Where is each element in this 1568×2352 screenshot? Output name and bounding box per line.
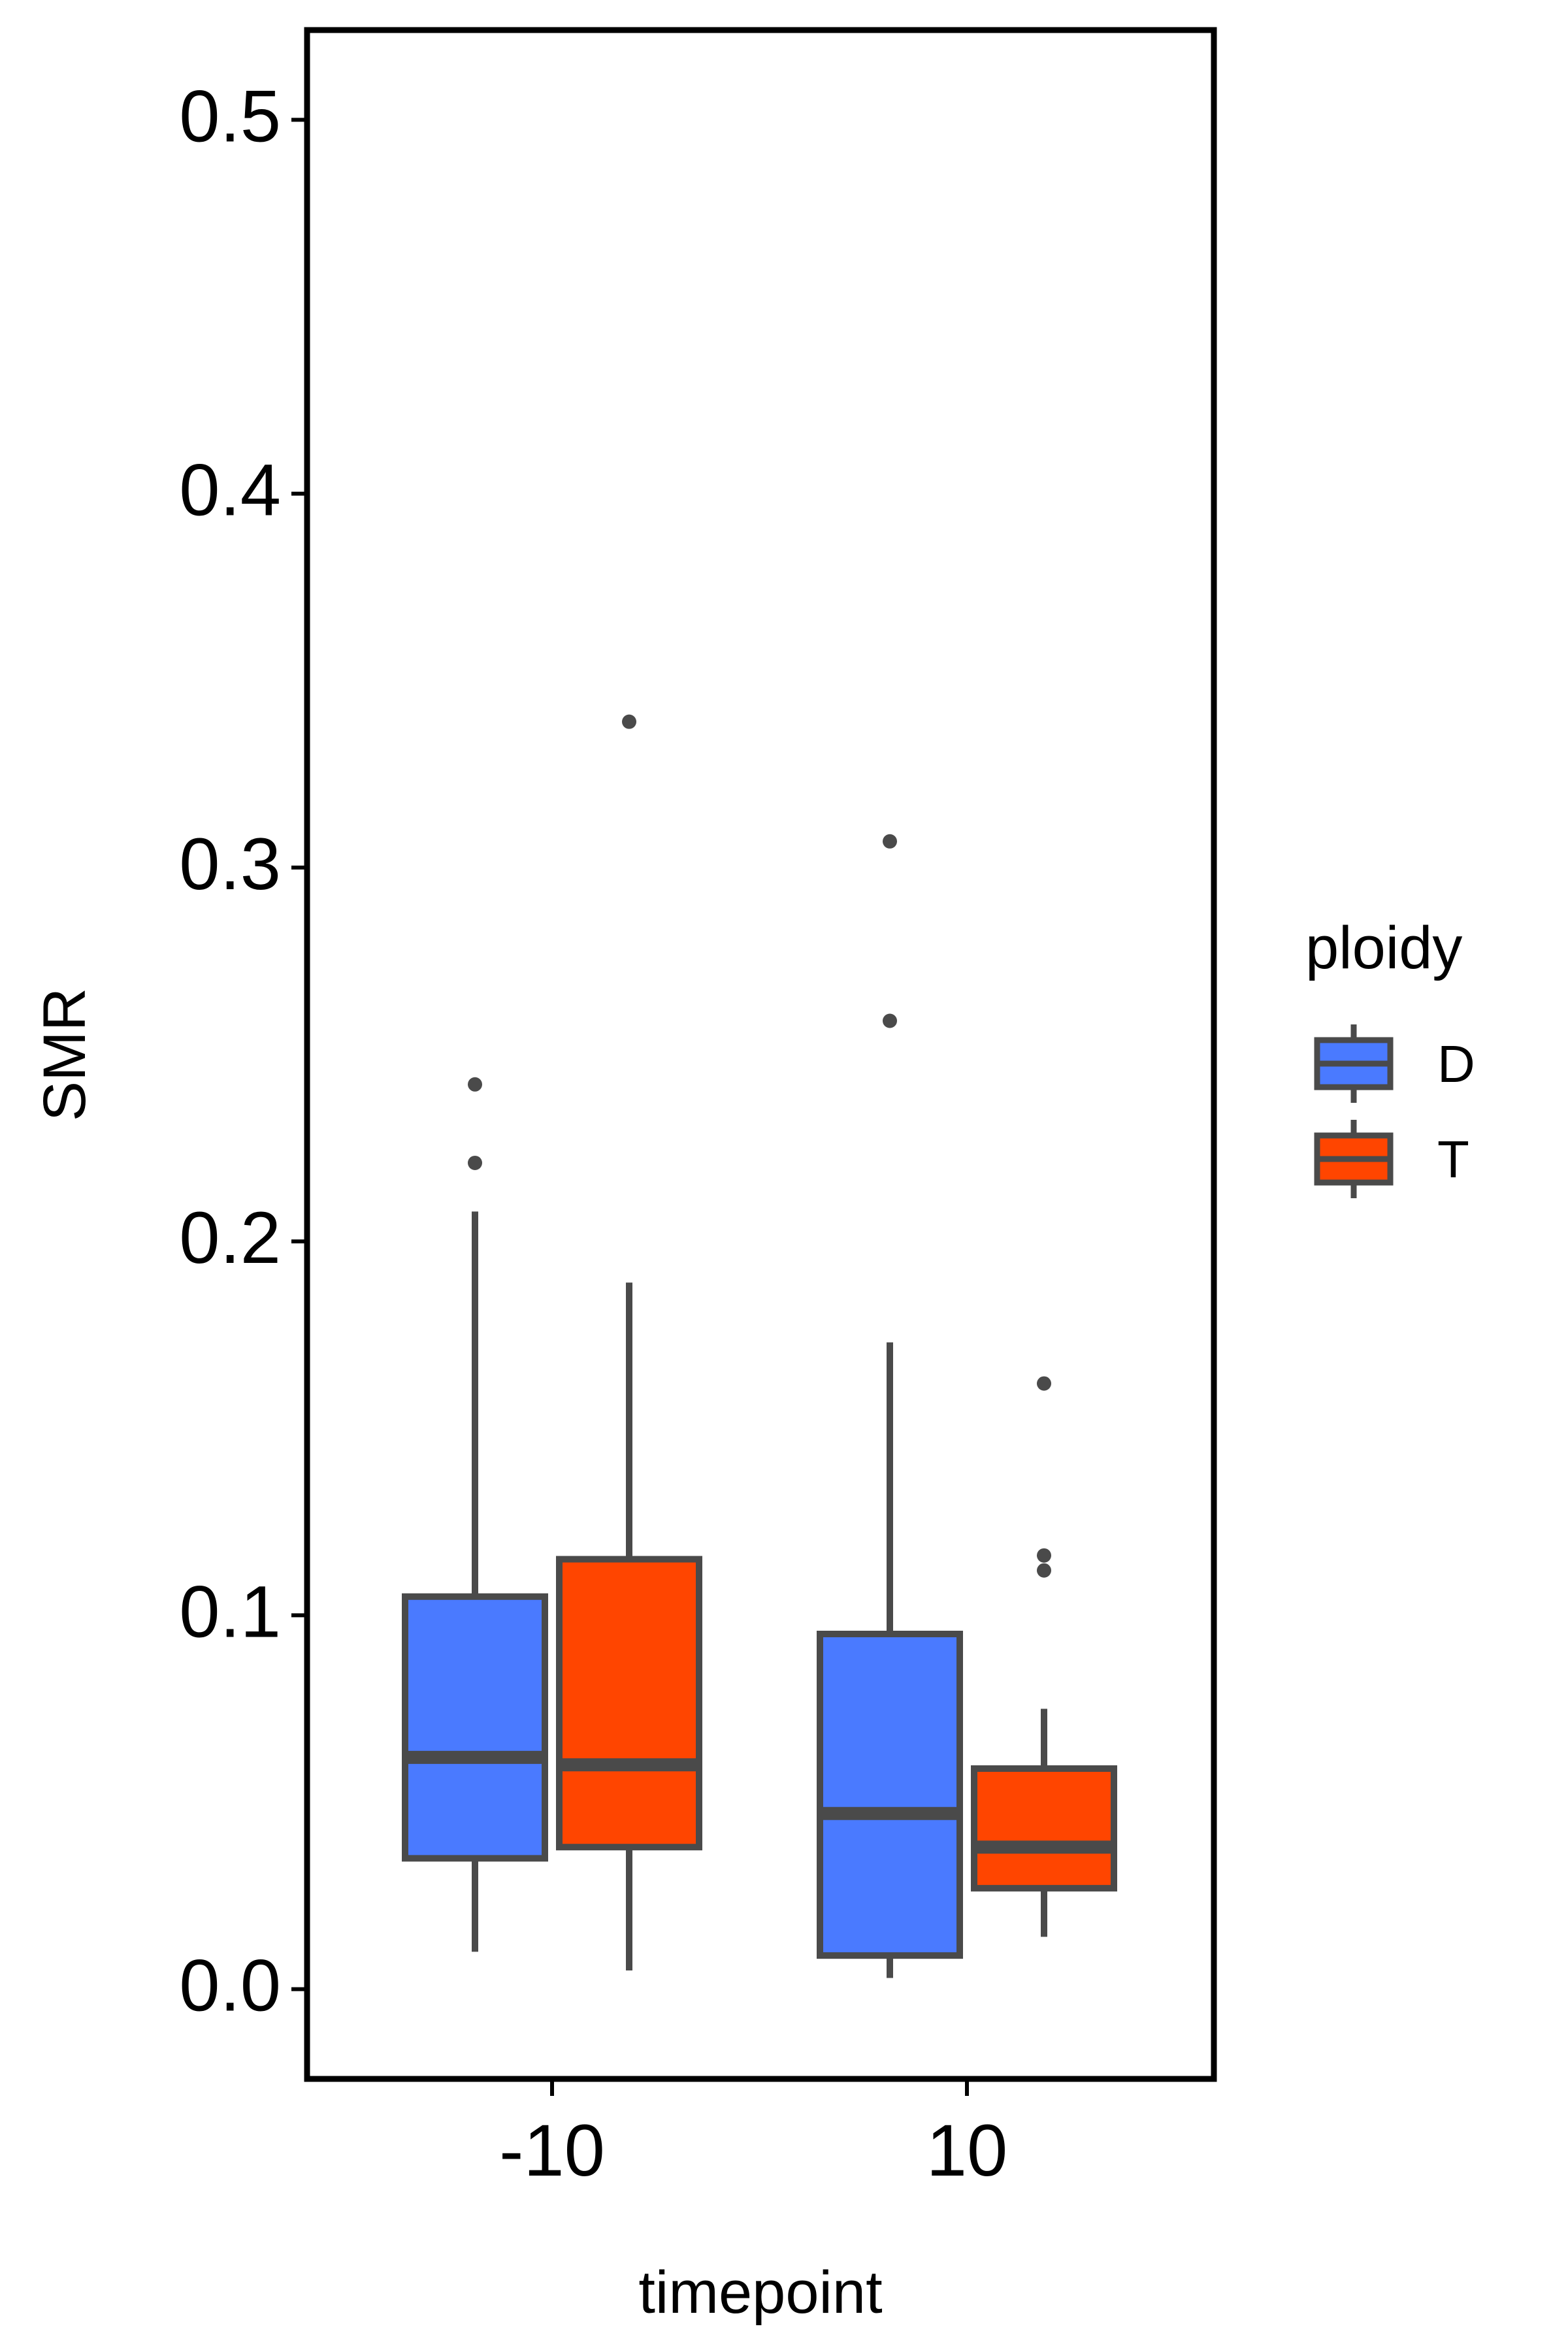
box-D — [817, 1631, 963, 1959]
y-axis: 0.0 0.1 0.2 0.3 0.4 0.5 — [179, 75, 307, 2027]
legend-entry-label: D — [1437, 1035, 1475, 1093]
y-tick-label: 0.2 — [179, 1197, 281, 1279]
outlier-point — [1037, 1563, 1051, 1578]
x-tick-label: 10 — [926, 2110, 1008, 2191]
legend-title: ploidy — [1305, 915, 1462, 981]
y-tick-label: 0.5 — [179, 75, 281, 157]
legend: ploidy DT — [1305, 915, 1475, 1198]
box-D — [402, 1593, 548, 1862]
outlier-point — [883, 1013, 897, 1028]
x-axis-title: timepoint — [638, 2259, 882, 2326]
y-tick-label: 0.3 — [179, 823, 281, 905]
outlier-point — [1037, 1376, 1051, 1391]
y-tick-label: 0.4 — [179, 449, 281, 531]
plot-panel-border — [304, 27, 1217, 2082]
y-tick-label: 0.1 — [179, 1571, 281, 1652]
box-T — [556, 1556, 702, 1851]
x-axis: -10 10 — [499, 2079, 1007, 2191]
x-tick-label: -10 — [499, 2110, 605, 2191]
outlier-point — [468, 1077, 482, 1092]
plot-layer — [402, 714, 1117, 1978]
outlier-point — [1037, 1548, 1051, 1563]
outlier-point — [622, 714, 636, 729]
outlier-point — [468, 1155, 482, 1170]
legend-entry-label: T — [1437, 1130, 1469, 1188]
y-tick-label: 0.0 — [179, 1945, 281, 2027]
y-axis-title: SMR — [31, 988, 98, 1121]
outlier-point — [883, 834, 897, 849]
box-T — [971, 1765, 1117, 1892]
